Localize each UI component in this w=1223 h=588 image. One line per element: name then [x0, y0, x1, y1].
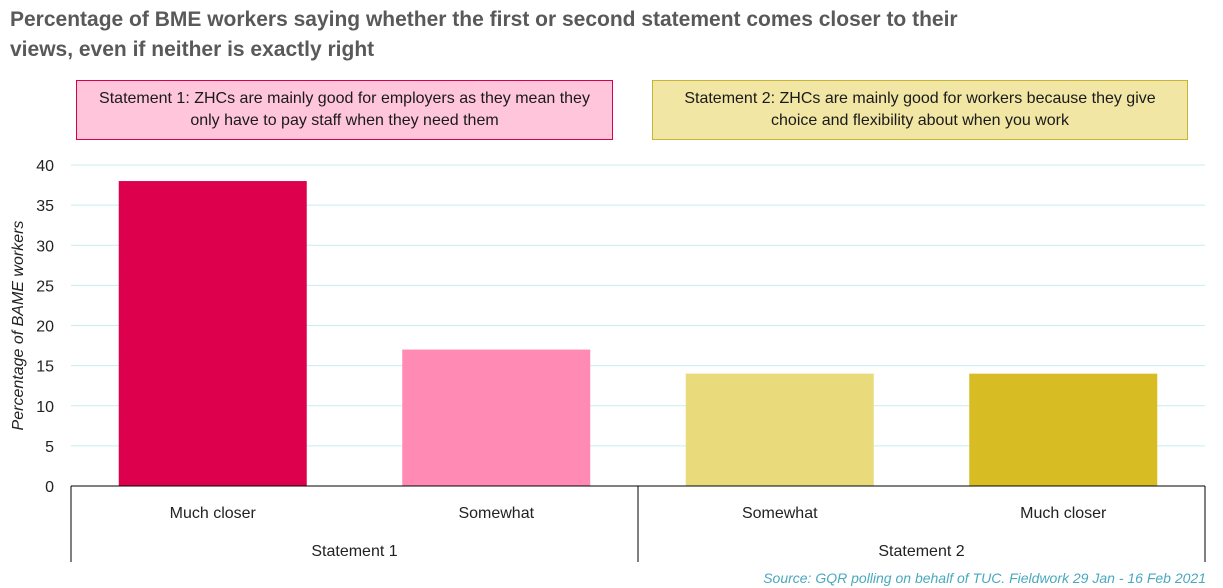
y-tick-label: 0 — [45, 479, 54, 496]
y-axis-title: Percentage of BAME workers — [10, 221, 27, 431]
y-tick-label: 25 — [36, 278, 54, 295]
bar — [402, 349, 591, 486]
y-tick-label: 20 — [36, 319, 54, 336]
group-label: Statement 2 — [878, 543, 964, 560]
source-note: Source: GQR polling on behalf of TUC. Fi… — [763, 570, 1206, 586]
statement-2-box: Statement 2: ZHCs are mainly good for wo… — [652, 80, 1188, 140]
category-label: Somewhat — [458, 505, 534, 522]
y-tick-label: 30 — [36, 238, 54, 255]
chart-title: Percentage of BME workers saying whether… — [10, 8, 958, 61]
y-tick-label: 5 — [45, 439, 54, 456]
y-tick-label: 10 — [36, 399, 54, 416]
category-label: Much closer — [170, 505, 257, 522]
category-label: Much closer — [1020, 505, 1107, 522]
y-tick-label: 35 — [36, 198, 54, 215]
category-label: Somewhat — [742, 505, 818, 522]
statement-1-box: Statement 1: ZHCs are mainly good for em… — [76, 80, 613, 140]
y-tick-label: 15 — [36, 359, 54, 376]
bar — [685, 373, 874, 486]
bar — [969, 373, 1158, 486]
bar — [118, 181, 307, 487]
y-tick-label: 40 — [36, 158, 54, 175]
group-label: Statement 1 — [311, 543, 397, 560]
